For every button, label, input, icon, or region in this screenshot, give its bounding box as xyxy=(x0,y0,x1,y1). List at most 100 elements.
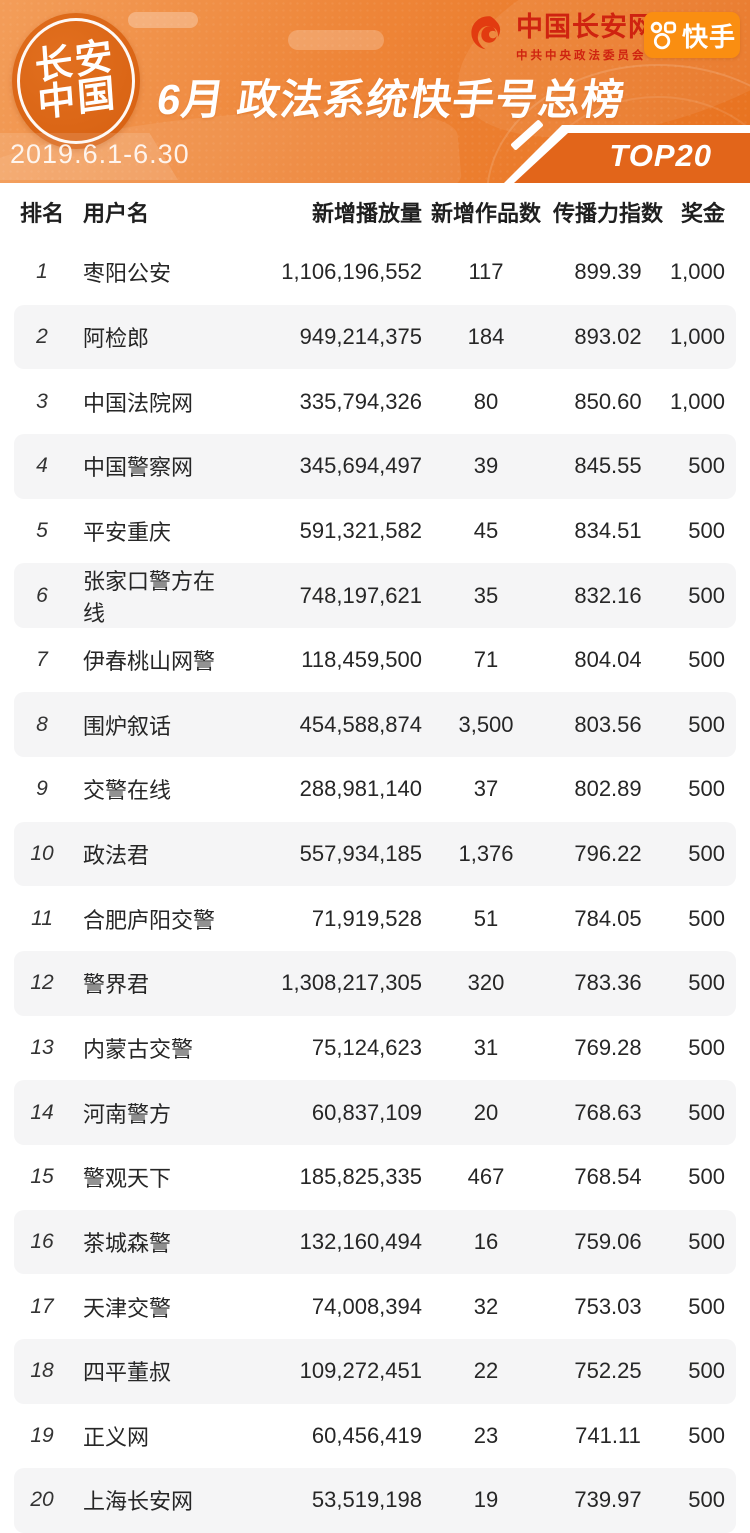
username-cell: 政法君 xyxy=(83,843,150,869)
plays-cell: 335,794,326 xyxy=(299,388,422,414)
table-row: 1 枣阳公安 1,106,196,552 117 899.39 1,000 xyxy=(14,240,736,305)
index-cell: 850.60 xyxy=(574,388,642,414)
table-row: 7 伊春桃山网警 118,459,500 71 804.04 500 xyxy=(14,628,736,693)
works-cell: 19 xyxy=(473,1487,499,1513)
rank-cell: 12 xyxy=(30,971,54,995)
index-cell: 832.16 xyxy=(574,582,642,608)
index-cell: 803.56 xyxy=(574,711,642,737)
date-range: 2019.6.1-6.30 xyxy=(10,139,190,169)
username-cell: 警界君 xyxy=(83,972,150,998)
works-cell: 32 xyxy=(473,1293,499,1319)
table-body: 1 枣阳公安 1,106,196,552 117 899.39 1,000 2 … xyxy=(14,240,736,1533)
username-cell: 天津交警 xyxy=(83,1295,172,1321)
prize-cell: 500 xyxy=(688,841,725,867)
prize-cell: 500 xyxy=(688,1099,725,1125)
username-cell: 内蒙古交警 xyxy=(83,1037,194,1062)
prize-cell: 500 xyxy=(688,711,725,737)
rank-cell: 2 xyxy=(36,324,48,348)
rank-cell: 19 xyxy=(30,1423,54,1447)
works-cell: 184 xyxy=(467,323,505,349)
username-cell: 河南警方 xyxy=(83,1101,172,1127)
username-cell: 围炉叙话 xyxy=(83,713,172,739)
plays-cell: 71,919,528 xyxy=(311,905,422,931)
plays-cell: 60,837,109 xyxy=(311,1099,422,1125)
plays-cell: 1,308,217,305 xyxy=(281,970,422,996)
plays-cell: 53,519,198 xyxy=(311,1487,422,1513)
index-cell: 752.25 xyxy=(574,1358,642,1384)
table-row: 20 上海长安网 53,519,198 19 739.97 500 xyxy=(14,1468,736,1533)
plays-cell: 345,694,497 xyxy=(299,453,422,479)
username-cell: 枣阳公安 xyxy=(83,261,172,287)
username-cell: 正义网 xyxy=(83,1424,150,1450)
works-cell: 20 xyxy=(473,1099,499,1125)
plays-cell: 185,825,335 xyxy=(299,1164,422,1190)
plays-cell: 109,272,451 xyxy=(299,1358,422,1384)
index-cell: 768.63 xyxy=(574,1099,642,1125)
username-cell: 中国警察网 xyxy=(83,455,194,481)
rank-cell: 16 xyxy=(30,1229,54,1253)
table-row: 11 合肥庐阳交警 71,919,528 51 784.05 500 xyxy=(14,886,736,951)
rank-cell: 8 xyxy=(36,712,48,736)
works-cell: 3,500 xyxy=(458,711,514,737)
ranking-table: 排名 用户名 新增播放量 新增作品数 传播力指数 奖金 1 枣阳公安 1,106… xyxy=(14,183,736,1533)
username-cell: 张家口警方在线 xyxy=(83,568,216,626)
prize-cell: 1,000 xyxy=(669,388,725,414)
works-cell: 22 xyxy=(473,1358,499,1384)
table-row: 8 围炉叙话 454,588,874 3,500 803.56 500 xyxy=(14,692,736,758)
plays-cell: 748,197,621 xyxy=(299,582,422,608)
table-row: 16 茶城森警 132,160,494 16 759.06 500 xyxy=(14,1209,736,1275)
rank-cell: 18 xyxy=(30,1359,54,1383)
plays-cell: 60,456,419 xyxy=(311,1422,422,1448)
prize-cell: 500 xyxy=(688,776,725,802)
table-row: 10 政法君 557,934,185 1,376 796.22 500 xyxy=(14,821,736,887)
table-row: 15 警观天下 185,825,335 467 768.54 500 xyxy=(14,1145,736,1210)
index-cell: 784.05 xyxy=(574,905,642,931)
prize-cell: 1,000 xyxy=(669,323,725,349)
table-row: 4 中国警察网 345,694,497 39 845.55 500 xyxy=(14,433,736,499)
index-cell: 796.22 xyxy=(574,841,642,867)
plays-cell: 75,124,623 xyxy=(311,1035,422,1060)
works-cell: 51 xyxy=(473,905,499,931)
date-ribbon xyxy=(0,133,178,180)
username-cell: 阿检郎 xyxy=(83,325,150,351)
index-cell: 741.11 xyxy=(575,1422,641,1448)
col-header-username: 用户名 xyxy=(83,200,150,226)
plays-cell: 288,981,140 xyxy=(299,776,422,802)
table-row: 13 内蒙古交警 75,124,623 31 769.28 500 xyxy=(14,1016,736,1081)
works-cell: 16 xyxy=(473,1228,499,1254)
rank-cell: 20 xyxy=(30,1488,54,1512)
table-row: 19 正义网 60,456,419 23 741.11 500 xyxy=(14,1404,736,1469)
rank-cell: 1 xyxy=(36,260,48,284)
index-cell: 769.28 xyxy=(574,1035,642,1060)
index-cell: 802.89 xyxy=(574,776,642,802)
table-row: 5 平安重庆 591,321,582 45 834.51 500 xyxy=(14,499,736,564)
works-cell: 37 xyxy=(473,776,499,802)
rank-cell: 5 xyxy=(36,518,48,542)
username-cell: 上海长安网 xyxy=(83,1489,194,1515)
prize-cell: 500 xyxy=(688,1358,725,1384)
plays-cell: 132,160,494 xyxy=(299,1228,422,1254)
works-cell: 35 xyxy=(473,582,499,608)
rank-cell: 9 xyxy=(36,777,48,801)
prize-cell: 500 xyxy=(688,1164,725,1190)
rank-cell: 15 xyxy=(30,1165,54,1189)
col-header-rank: 排名 xyxy=(19,200,64,226)
header-banner: 长安 中国 6月 政法系统快手号总榜 中国长安网 中共中央政法委员会 快手 xyxy=(0,0,750,183)
table-row: 3 中国法院网 335,794,326 80 850.60 1,000 xyxy=(14,369,736,434)
table-row: 18 四平董叔 109,272,451 22 752.25 500 xyxy=(14,1338,736,1404)
badge-text: 长安 中国 xyxy=(34,35,119,126)
kuaishou-camera-icon xyxy=(650,21,677,50)
badge-line2: 中国 xyxy=(36,72,119,126)
works-cell: 80 xyxy=(473,388,499,414)
badge-ring: 长安 中国 xyxy=(17,18,135,144)
rank-cell: 4 xyxy=(36,454,48,478)
prize-cell: 500 xyxy=(688,1422,725,1448)
works-cell: 39 xyxy=(473,453,499,479)
username-cell: 平安重庆 xyxy=(83,519,172,545)
table-row: 14 河南警方 60,837,109 20 768.63 500 xyxy=(14,1080,736,1145)
cloud-decor xyxy=(288,30,384,50)
works-cell: 467 xyxy=(467,1164,505,1190)
plays-cell: 1,106,196,552 xyxy=(281,259,422,285)
works-cell: 23 xyxy=(473,1422,499,1448)
